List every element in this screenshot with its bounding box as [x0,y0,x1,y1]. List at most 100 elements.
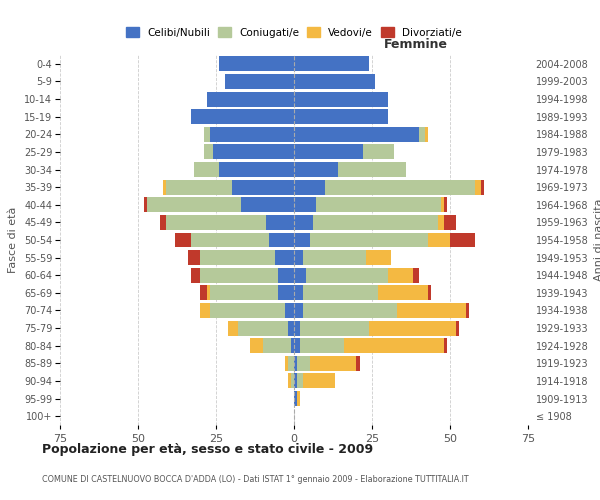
Bar [278,286,294,300]
Bar [206,92,294,106]
Bar [226,74,294,89]
Bar [200,250,275,265]
Bar [200,286,206,300]
Bar [419,127,425,142]
Bar [275,250,294,265]
Bar [294,391,297,406]
Bar [194,162,219,177]
Bar [269,232,294,248]
Bar [388,268,413,282]
Bar [229,320,238,336]
Bar [338,162,406,177]
Bar [310,232,428,248]
Bar [166,180,232,194]
Bar [294,180,325,194]
Bar [294,356,297,371]
Text: COMUNE DI CASTELNUOVO BOCCA D'ADDA (LO) - Dati ISTAT 1° gennaio 2009 - Elaborazi: COMUNE DI CASTELNUOVO BOCCA D'ADDA (LO) … [42,476,469,484]
Bar [188,250,200,265]
Bar [288,356,294,371]
Bar [466,303,469,318]
Bar [413,268,419,282]
Bar [444,198,447,212]
Text: Femmine: Femmine [383,38,448,52]
Bar [263,338,291,353]
Bar [444,338,447,353]
Bar [294,74,375,89]
Bar [475,180,481,194]
Bar [304,303,397,318]
Bar [481,180,484,194]
Bar [210,286,278,300]
Bar [175,232,191,248]
Bar [160,215,166,230]
Bar [294,268,307,282]
Bar [456,320,460,336]
Bar [425,127,428,142]
Bar [148,198,241,212]
Bar [241,198,294,212]
Bar [238,320,288,336]
Bar [191,109,294,124]
Bar [294,286,304,300]
Bar [284,303,294,318]
Bar [288,320,294,336]
Bar [294,92,388,106]
Bar [325,180,475,194]
Bar [219,162,294,177]
Bar [200,303,210,318]
Bar [300,320,369,336]
Bar [203,127,210,142]
Bar [378,286,428,300]
Bar [294,320,300,336]
Bar [304,286,378,300]
Bar [304,374,335,388]
Bar [313,215,437,230]
Bar [294,198,316,212]
Bar [369,320,456,336]
Bar [450,232,475,248]
Bar [294,250,304,265]
Bar [294,127,419,142]
Bar [428,286,431,300]
Bar [200,268,278,282]
Bar [266,215,294,230]
Bar [294,232,310,248]
Bar [294,162,338,177]
Bar [297,391,300,406]
Bar [191,232,269,248]
Bar [291,374,294,388]
Bar [163,180,166,194]
Bar [213,144,294,160]
Bar [362,144,394,160]
Bar [437,215,444,230]
Bar [210,127,294,142]
Bar [210,303,284,318]
Bar [297,356,310,371]
Y-axis label: Anni di nascita: Anni di nascita [594,198,600,281]
Bar [300,338,344,353]
Y-axis label: Fasce di età: Fasce di età [8,207,19,273]
Bar [428,232,450,248]
Bar [203,144,213,160]
Bar [294,374,297,388]
Bar [291,338,294,353]
Bar [219,56,294,72]
Bar [206,286,210,300]
Bar [278,268,294,282]
Bar [297,374,304,388]
Bar [304,250,366,265]
Bar [144,198,148,212]
Bar [288,374,291,388]
Bar [232,180,294,194]
Bar [191,268,200,282]
Bar [294,144,362,160]
Legend: Celibi/Nubili, Coniugati/e, Vedovi/e, Divorziati/e: Celibi/Nubili, Coniugati/e, Vedovi/e, Di… [122,23,466,42]
Bar [366,250,391,265]
Bar [397,303,466,318]
Bar [294,215,313,230]
Bar [294,56,369,72]
Bar [250,338,263,353]
Bar [166,215,266,230]
Bar [284,356,288,371]
Bar [294,303,304,318]
